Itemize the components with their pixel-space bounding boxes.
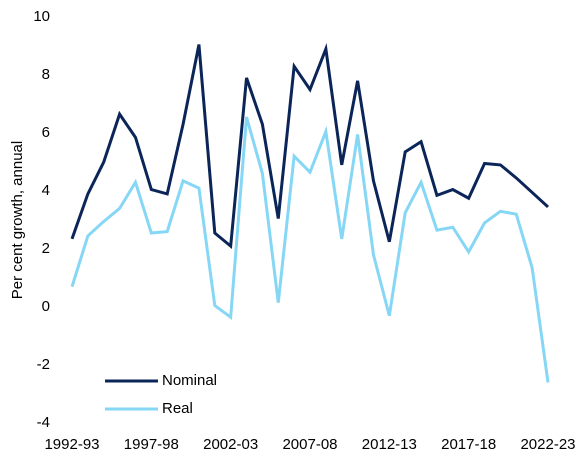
y-tick-label: 6 xyxy=(42,124,50,141)
y-axis-label: Per cent growth, annual xyxy=(9,141,26,299)
x-tick-label: 2022-23 xyxy=(520,436,575,453)
y-tick-label: 8 xyxy=(42,66,50,83)
x-tick-label: 1997-98 xyxy=(124,436,179,453)
x-tick-label: 1992-93 xyxy=(44,436,99,453)
x-tick-label: 2012-13 xyxy=(362,436,417,453)
y-tick-label: 0 xyxy=(42,298,50,315)
y-tick-label: 2 xyxy=(42,240,50,257)
legend-label: Nominal xyxy=(162,372,217,389)
y-tick-label: -2 xyxy=(37,356,50,373)
y-tick-label: 10 xyxy=(33,8,50,25)
x-tick-label: 2007-08 xyxy=(282,436,337,453)
y-tick-label: -4 xyxy=(37,414,50,431)
x-tick-label: 2017-18 xyxy=(441,436,496,453)
legend-label: Real xyxy=(162,400,193,417)
x-tick-label: 2002-03 xyxy=(203,436,258,453)
y-tick-label: 4 xyxy=(42,182,50,199)
line-series xyxy=(70,116,550,383)
line-series xyxy=(70,42,550,250)
